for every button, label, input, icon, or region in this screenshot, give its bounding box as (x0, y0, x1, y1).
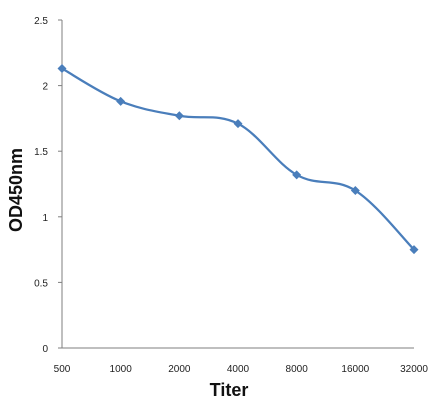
data-point-marker (174, 111, 184, 121)
y-tick-label: 1.5 (34, 147, 48, 158)
data-point-marker (409, 245, 419, 255)
x-tick-label: 2000 (168, 364, 191, 375)
x-tick-label: 16000 (341, 364, 369, 375)
data-point-marker (233, 119, 243, 129)
x-tick-label: 4000 (227, 364, 250, 375)
x-axis-ticks: 500 1000 2000 4000 8000 16000 32000 (54, 364, 429, 375)
x-tick-label: 8000 (286, 364, 309, 375)
y-tick-label: 2 (42, 82, 48, 93)
y-tick-label: 2.5 (34, 16, 48, 27)
y-tick-label: 1 (42, 213, 48, 224)
y-tick-label: 0.5 (34, 278, 48, 289)
data-point-markers (57, 64, 419, 255)
y-tick-label: 0 (42, 344, 48, 355)
data-point-marker (116, 96, 126, 106)
y-axis-title: OD450nm (6, 148, 26, 232)
x-tick-label: 1000 (110, 364, 133, 375)
x-tick-label: 32000 (400, 364, 428, 375)
y-axis-ticks: 0 0.5 1 1.5 2 2.5 (34, 16, 62, 355)
data-point-marker (57, 64, 67, 74)
series-line (61, 67, 415, 251)
data-point-marker (350, 186, 360, 196)
data-point-marker (292, 170, 302, 180)
x-tick-label: 500 (54, 364, 71, 375)
x-axis-title: Titer (210, 380, 249, 400)
